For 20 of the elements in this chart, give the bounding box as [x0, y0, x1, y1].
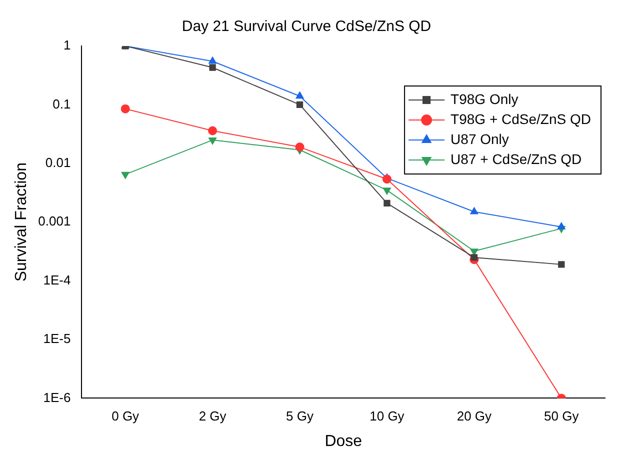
y-tick-label: 1E-6 [43, 390, 71, 405]
x-tick-label: 5 Gy [286, 408, 314, 424]
x-tick-label: 50 Gy [544, 408, 580, 424]
x-tick-label: 0 Gy [112, 408, 140, 424]
legend-label: U87 + CdSe/ZnS QD [450, 150, 582, 167]
y-tick-label: 1E-4 [43, 272, 71, 288]
x-tick-label: 20 Gy [456, 408, 492, 424]
y-axis-title: Survival Fraction [13, 162, 30, 282]
y-tick-label: 0.1 [52, 96, 71, 112]
legend-label: T98G + CdSe/ZnS QD [450, 110, 592, 127]
x-tick-label: 2 Gy [198, 408, 227, 424]
y-tick-label: 1 [63, 38, 71, 53]
x-axis-title: Dose [324, 432, 362, 450]
y-tick-label: 1E-5 [43, 331, 71, 346]
chart-title: Day 21 Survival Curve CdSe/ZnS QD [182, 18, 432, 36]
y-tick-label: 0.01 [45, 154, 71, 170]
legend-label: T98G Only [450, 90, 518, 107]
y-tick-label: 0.001 [38, 214, 71, 229]
legend-label: U87 Only [450, 130, 509, 147]
x-tick-label: 10 Gy [370, 408, 405, 424]
